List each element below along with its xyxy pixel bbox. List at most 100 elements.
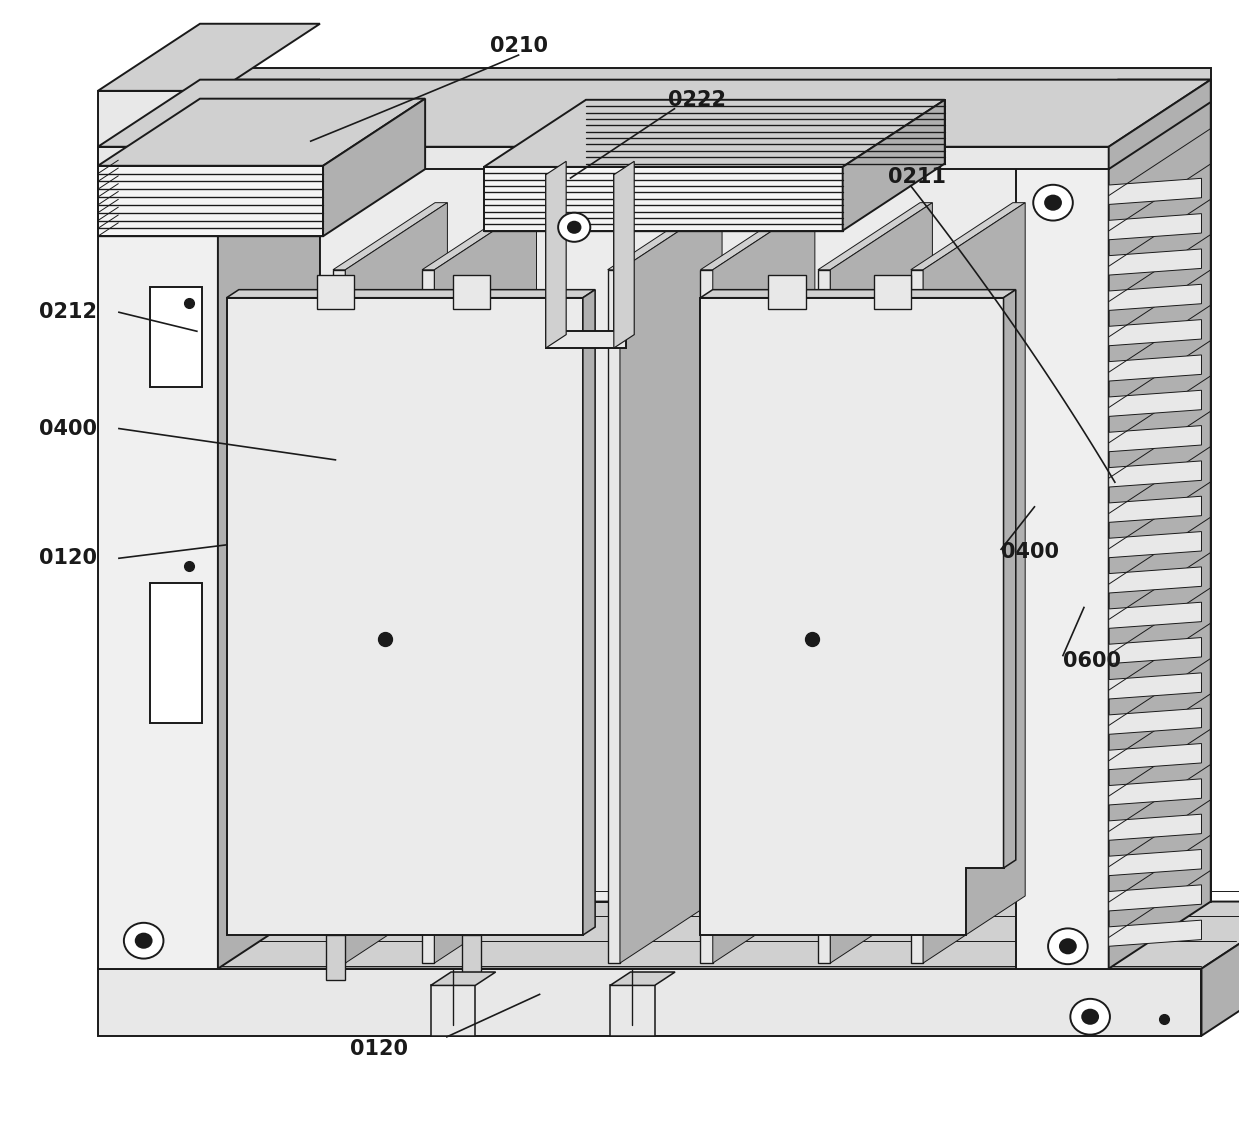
Polygon shape xyxy=(1016,80,1210,147)
Text: 0400: 0400 xyxy=(38,418,97,438)
Circle shape xyxy=(1033,185,1073,221)
Polygon shape xyxy=(818,203,932,270)
Polygon shape xyxy=(150,583,202,723)
Polygon shape xyxy=(1109,178,1202,204)
Polygon shape xyxy=(1109,779,1202,805)
Polygon shape xyxy=(1109,355,1202,381)
Polygon shape xyxy=(1109,602,1202,629)
Circle shape xyxy=(1059,938,1076,954)
Polygon shape xyxy=(434,203,537,963)
Polygon shape xyxy=(218,80,320,969)
Polygon shape xyxy=(430,972,496,985)
Polygon shape xyxy=(608,203,722,270)
Polygon shape xyxy=(98,80,1210,147)
Circle shape xyxy=(124,185,164,221)
Text: 0120: 0120 xyxy=(38,548,97,568)
Polygon shape xyxy=(200,68,1210,80)
Polygon shape xyxy=(610,972,675,985)
Polygon shape xyxy=(1016,147,1109,969)
Polygon shape xyxy=(484,167,843,231)
Polygon shape xyxy=(98,80,320,147)
Polygon shape xyxy=(1109,390,1202,416)
Polygon shape xyxy=(334,203,448,270)
Polygon shape xyxy=(484,100,945,167)
Polygon shape xyxy=(98,91,218,147)
Polygon shape xyxy=(910,270,923,963)
Polygon shape xyxy=(831,203,932,963)
Polygon shape xyxy=(1109,567,1202,593)
Polygon shape xyxy=(818,270,831,963)
Polygon shape xyxy=(326,935,345,980)
Text: 0212: 0212 xyxy=(38,303,97,322)
Polygon shape xyxy=(701,203,815,270)
Polygon shape xyxy=(701,298,1003,935)
Polygon shape xyxy=(610,985,655,1036)
Polygon shape xyxy=(1109,531,1202,558)
Polygon shape xyxy=(461,935,481,980)
Polygon shape xyxy=(422,203,537,270)
Polygon shape xyxy=(1109,497,1202,522)
Circle shape xyxy=(558,213,590,242)
Polygon shape xyxy=(608,270,620,963)
Polygon shape xyxy=(1109,814,1202,841)
Polygon shape xyxy=(1003,289,1016,868)
Polygon shape xyxy=(1109,80,1210,969)
Polygon shape xyxy=(98,147,1109,169)
Polygon shape xyxy=(546,332,626,348)
Text: 0211: 0211 xyxy=(888,167,946,187)
Polygon shape xyxy=(874,276,910,309)
Polygon shape xyxy=(923,203,1025,963)
Polygon shape xyxy=(1109,426,1202,452)
Circle shape xyxy=(124,923,164,958)
Polygon shape xyxy=(1109,638,1202,664)
Polygon shape xyxy=(614,161,634,348)
Polygon shape xyxy=(150,287,202,387)
Polygon shape xyxy=(317,276,353,309)
Polygon shape xyxy=(1109,708,1202,734)
Polygon shape xyxy=(1109,884,1202,911)
Polygon shape xyxy=(430,985,475,1036)
Polygon shape xyxy=(98,166,324,237)
Polygon shape xyxy=(227,289,595,298)
Polygon shape xyxy=(583,289,595,935)
Polygon shape xyxy=(587,100,945,164)
Polygon shape xyxy=(98,99,425,166)
Polygon shape xyxy=(1109,673,1202,700)
Polygon shape xyxy=(701,289,1016,298)
Text: 0210: 0210 xyxy=(490,36,548,56)
Polygon shape xyxy=(1109,461,1202,487)
Polygon shape xyxy=(614,175,626,348)
Polygon shape xyxy=(713,203,815,963)
Text: 0222: 0222 xyxy=(667,90,725,110)
Polygon shape xyxy=(910,203,1025,270)
Polygon shape xyxy=(453,276,490,309)
Polygon shape xyxy=(1109,920,1202,946)
Polygon shape xyxy=(1109,214,1202,240)
Polygon shape xyxy=(1109,249,1202,275)
Polygon shape xyxy=(227,298,583,935)
Polygon shape xyxy=(843,100,945,231)
Polygon shape xyxy=(200,80,1210,901)
Polygon shape xyxy=(98,147,218,969)
Polygon shape xyxy=(1202,901,1240,1036)
Polygon shape xyxy=(98,901,1240,969)
Polygon shape xyxy=(701,270,713,963)
Polygon shape xyxy=(1109,850,1202,876)
Polygon shape xyxy=(620,203,722,963)
Text: 0600: 0600 xyxy=(1063,651,1121,671)
Circle shape xyxy=(1070,999,1110,1035)
Polygon shape xyxy=(345,203,448,963)
Polygon shape xyxy=(1109,743,1202,770)
Polygon shape xyxy=(1109,80,1210,169)
Text: 0120: 0120 xyxy=(350,1039,408,1059)
Polygon shape xyxy=(98,24,320,91)
Circle shape xyxy=(135,933,153,948)
Circle shape xyxy=(135,195,153,211)
Polygon shape xyxy=(324,99,425,237)
Polygon shape xyxy=(334,270,345,963)
Polygon shape xyxy=(1109,285,1202,311)
Circle shape xyxy=(1048,928,1087,964)
Polygon shape xyxy=(546,175,558,348)
Circle shape xyxy=(1081,1009,1099,1025)
Circle shape xyxy=(567,221,582,234)
